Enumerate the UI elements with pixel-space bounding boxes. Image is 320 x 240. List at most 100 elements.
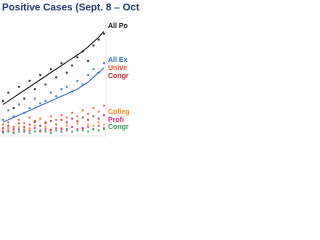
data-point [76, 79, 79, 82]
data-point [23, 97, 26, 100]
data-point [86, 112, 90, 116]
chart: Positive Cases (Sept. 8 – Oct. All Po All… [0, 3, 140, 137]
data-point [55, 123, 58, 126]
data-point [7, 109, 10, 112]
data-point [60, 130, 63, 133]
data-point [17, 85, 21, 88]
data-point [97, 129, 100, 132]
data-point [28, 116, 31, 119]
data-point [1, 127, 5, 130]
data-point [1, 118, 5, 121]
data-point [55, 118, 58, 121]
legend-label: All Ex [108, 57, 128, 64]
data-point [60, 62, 63, 65]
legend-label: Congr [108, 124, 129, 131]
data-point [55, 129, 58, 132]
data-point [81, 127, 84, 130]
data-point [86, 123, 90, 126]
data-point [65, 121, 68, 124]
data-point [44, 125, 47, 129]
data-point [71, 111, 74, 114]
data-point [17, 125, 21, 129]
data-point [7, 121, 10, 124]
data-point [97, 124, 100, 127]
data-point [12, 115, 15, 118]
data-point [92, 128, 95, 131]
data-point [76, 129, 79, 132]
trend-line [2, 30, 105, 105]
data-point [12, 125, 15, 129]
data-point [28, 127, 31, 130]
data-point [49, 119, 52, 123]
data-point [1, 131, 5, 134]
data-point [49, 129, 52, 132]
chart-title: Positive Cases (Sept. 8 – Oct. [2, 3, 140, 14]
data-point [39, 124, 42, 127]
data-point [39, 129, 42, 132]
data-point [39, 117, 42, 120]
data-point [44, 83, 47, 86]
data-point [76, 119, 79, 123]
data-point [102, 104, 106, 107]
data-point [71, 117, 74, 120]
data-point [17, 130, 21, 133]
legend-label: All Po [108, 23, 128, 30]
data-point [65, 71, 68, 74]
data-point [17, 118, 21, 121]
data-point [44, 130, 47, 133]
data-point [23, 122, 26, 125]
data-point [102, 128, 106, 131]
data-point [7, 130, 10, 133]
data-point [102, 123, 106, 126]
legend-label: Colleg [108, 109, 129, 116]
data-point [7, 91, 10, 94]
data-point [86, 125, 90, 129]
data-point [92, 124, 95, 127]
legend-label: Profi [108, 117, 124, 124]
data-point [49, 68, 52, 71]
data-point [97, 110, 100, 113]
data-point [81, 116, 84, 119]
data-point [92, 115, 95, 118]
data-point [86, 59, 90, 62]
data-point [97, 71, 100, 74]
data-point [28, 106, 31, 110]
data-point [97, 38, 100, 41]
data-point [97, 117, 100, 120]
data-point [81, 109, 84, 112]
data-point [17, 128, 21, 131]
page: {"chart_data": { "type": "scatter", "tit… [0, 0, 140, 140]
data-point [7, 127, 10, 130]
data-point [33, 97, 36, 100]
data-point [60, 118, 63, 121]
data-point [65, 85, 68, 88]
data-point [71, 130, 74, 133]
data-point [76, 115, 79, 118]
trend-line [2, 67, 105, 123]
data-point [33, 88, 36, 91]
data-point [44, 122, 47, 125]
data-point [49, 131, 52, 134]
data-point [102, 114, 106, 117]
data-point [86, 130, 90, 133]
data-point [39, 102, 42, 105]
data-point [12, 106, 15, 110]
data-point [60, 88, 63, 91]
data-point [23, 111, 26, 114]
data-point [92, 68, 95, 71]
data-point [65, 116, 68, 119]
data-point [49, 115, 52, 118]
data-point [60, 114, 63, 117]
data-point [55, 95, 58, 98]
legend-label: Congr [108, 73, 129, 80]
data-point [33, 130, 36, 133]
data-point [17, 103, 21, 106]
data-point [71, 90, 74, 93]
data-point [55, 76, 58, 79]
data-point [71, 64, 74, 67]
data-point [76, 122, 79, 125]
data-point [97, 121, 100, 124]
legend-label: Unive [108, 65, 127, 72]
data-point [33, 127, 36, 130]
data-point [23, 125, 26, 129]
